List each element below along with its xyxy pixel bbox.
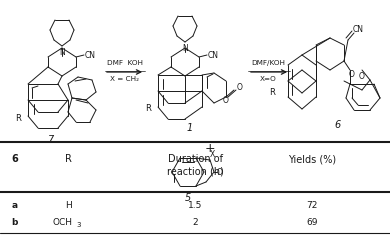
Text: DMF  KOH: DMF KOH [107,60,143,66]
Text: 2: 2 [192,218,198,227]
Text: 6: 6 [335,120,341,130]
Text: 1.5: 1.5 [188,201,202,210]
Text: 6: 6 [12,154,18,164]
Text: R: R [269,87,275,96]
Text: 69: 69 [306,218,318,227]
Text: 72: 72 [306,201,318,210]
Text: H: H [65,201,72,210]
Text: O: O [237,83,243,92]
Text: DMF/KOH: DMF/KOH [251,60,285,66]
Text: Yields (%): Yields (%) [288,154,336,164]
Text: X=O: X=O [260,76,277,82]
Text: CN: CN [85,51,96,60]
Text: CN: CN [207,51,218,60]
Text: +: + [205,141,215,155]
Text: OCH: OCH [52,218,72,227]
Text: O: O [223,95,229,104]
Text: N: N [59,47,65,57]
Text: N: N [182,43,188,52]
Text: 3: 3 [76,222,81,228]
Text: CN: CN [353,26,363,35]
Text: R: R [15,113,21,122]
Text: Duration of: Duration of [167,154,223,164]
Text: b: b [12,218,18,227]
Text: 5: 5 [185,193,191,203]
Text: a: a [12,201,18,210]
Text: reaction (h): reaction (h) [167,166,223,176]
Text: X: X [209,149,214,158]
Text: X = CH₂: X = CH₂ [110,76,140,82]
Text: 7: 7 [47,135,53,145]
Text: O: O [217,167,223,176]
Text: R: R [145,104,151,113]
Text: R: R [65,154,72,164]
Text: 1: 1 [187,123,193,133]
Text: O: O [349,69,355,78]
Text: O: O [359,71,365,80]
